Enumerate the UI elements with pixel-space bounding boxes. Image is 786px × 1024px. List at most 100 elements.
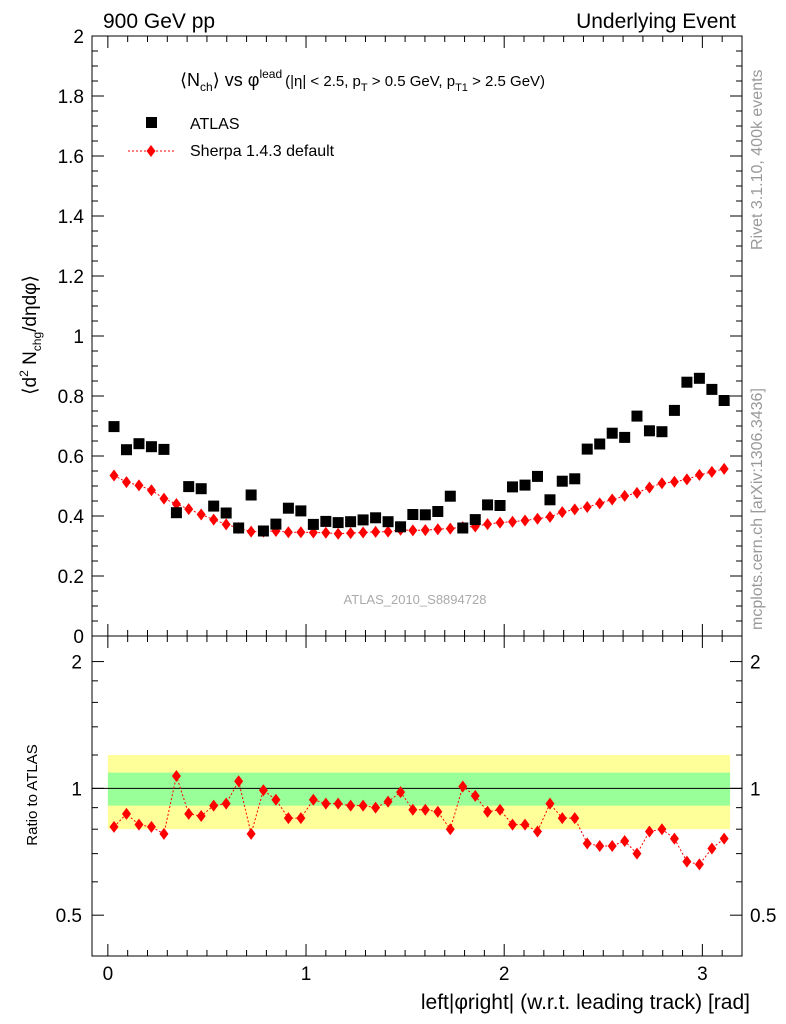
data-point (208, 500, 220, 512)
data-point (457, 522, 469, 534)
main-ytick-label: 1.4 (58, 207, 85, 228)
legend-sherpa-marker (146, 145, 156, 157)
mc-point (433, 523, 443, 536)
ratio-ytick-label-right: 2 (750, 653, 761, 674)
mc-point (121, 476, 131, 489)
main-ytick-label: 2 (73, 27, 84, 48)
mc-point (644, 481, 654, 494)
data-point (220, 507, 232, 519)
mc-point (159, 492, 169, 505)
main-ytick-label: 1.8 (58, 87, 84, 108)
ratio-point (557, 812, 567, 825)
mc-point (333, 527, 343, 540)
mc-point (246, 525, 256, 538)
data-point (282, 502, 294, 514)
main-ytick-label: 0.4 (58, 507, 85, 528)
data-point (594, 438, 606, 450)
data-point (643, 425, 655, 437)
mc-point (109, 469, 119, 482)
ratio-point (296, 812, 306, 825)
ratio-point (308, 793, 318, 806)
data-point (295, 505, 307, 517)
ratio-point (196, 809, 206, 822)
mc-point (694, 468, 704, 481)
data-point (569, 473, 581, 485)
mc-point (520, 514, 530, 527)
x-tick-label: 2 (499, 964, 510, 985)
ratio-point (607, 839, 617, 852)
ratio-point (582, 837, 592, 850)
data-point (170, 507, 182, 519)
ratio-point (707, 842, 717, 855)
mc-point (620, 489, 630, 502)
data-point (531, 470, 543, 482)
data-point (606, 427, 618, 439)
ratio-point (458, 780, 468, 793)
mc-point (570, 503, 580, 516)
main-ytick-label: 1 (73, 327, 84, 348)
ratio-point (184, 807, 194, 820)
mc-point (557, 506, 567, 519)
mc-point (196, 508, 206, 521)
ratio-point (383, 795, 393, 808)
data-point (469, 514, 481, 526)
legend-sherpa-label: Sherpa 1.4.3 default (190, 143, 335, 160)
mc-point (707, 465, 717, 478)
ratio-point (669, 832, 679, 845)
mc-point (184, 503, 194, 516)
data-point (432, 506, 444, 517)
ratio-point (159, 827, 169, 840)
rivet-label: Rivet 3.1.10, 400k events (749, 69, 766, 250)
ratio-point (520, 818, 530, 831)
mc-point (669, 475, 679, 488)
data-point (233, 522, 245, 534)
x-axis-title: left|φright| (w.r.t. leading track) [rad… (421, 991, 750, 1014)
mc-point (283, 526, 293, 539)
mc-line (113, 468, 725, 535)
mc-point (495, 516, 505, 529)
mc-point (595, 497, 605, 510)
ratio-ytick-label-right: 0.5 (750, 906, 776, 927)
main-ytick-label: 0.2 (58, 567, 84, 588)
data-point (382, 516, 394, 528)
panel-frames: 0 0.2 0.4 0.6 0.8 1 1.2 1.4 1.6 1.8 2 0 1 2 3 0.5 0.5 1 1 2… (56, 27, 777, 985)
mc-point (371, 525, 381, 538)
data-point (145, 441, 157, 453)
data-point (320, 515, 332, 527)
data-point (631, 410, 643, 422)
mc-point (582, 501, 592, 513)
data-point (307, 518, 319, 530)
legend-atlas-marker (146, 117, 157, 128)
mc-point (532, 512, 542, 525)
data-point (257, 525, 269, 537)
ratio-point (333, 797, 343, 810)
ratio-point (358, 799, 368, 812)
header-right: Underlying Event (576, 10, 736, 33)
mc-point (221, 518, 231, 531)
ratio-point (532, 825, 542, 838)
main-ytick-label: 1.6 (58, 147, 84, 168)
ratio-ytick-label: 2 (71, 653, 82, 674)
mc-point (508, 515, 518, 528)
ratio-point (632, 847, 642, 860)
main-ytick-label: 0 (73, 627, 84, 648)
main-title: ⟨Nch⟩ vs φlead (|η| < 2.5, pT > 0.5 GeV, … (180, 67, 545, 94)
data-point (395, 521, 407, 533)
mc-point (657, 477, 667, 490)
ratio-point (396, 786, 406, 799)
mc-point (321, 526, 331, 539)
data-point (120, 444, 132, 456)
ratio-point (234, 775, 244, 788)
ratio-point (545, 797, 555, 810)
data-point (158, 443, 170, 455)
ratio-point (371, 801, 381, 814)
mc-point (296, 526, 306, 539)
ratio-point (719, 832, 729, 845)
ratio-point (570, 812, 580, 825)
data-point (693, 372, 705, 384)
legend-atlas-label: ATLAS (190, 116, 240, 133)
data-point (507, 481, 519, 493)
main-ytick-label: 0.8 (58, 387, 84, 408)
ratio-ytick-label: 0.5 (56, 906, 82, 927)
